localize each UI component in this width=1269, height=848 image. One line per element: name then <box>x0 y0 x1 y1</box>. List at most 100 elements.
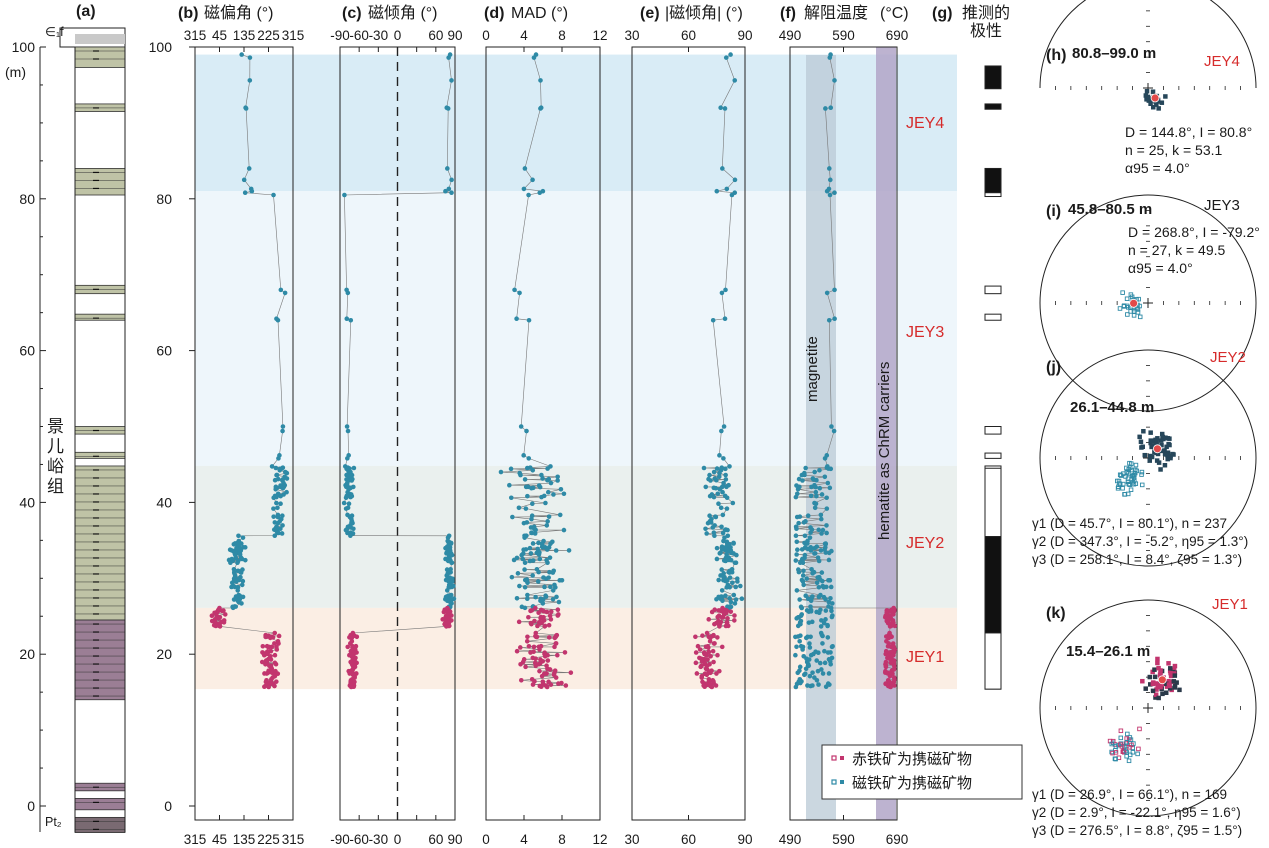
mad-point <box>557 512 563 518</box>
unblocking-temp-point <box>800 573 806 578</box>
abs-inclination-point <box>712 533 717 539</box>
stereonet-k-point <box>1152 674 1158 680</box>
abs-inclination-point <box>719 524 724 530</box>
mad-point <box>522 535 527 540</box>
stereonet-h-mean <box>1150 93 1160 103</box>
mad-point <box>522 567 527 572</box>
stereonet-i-site: JEY3 <box>1204 197 1240 214</box>
mad-point <box>533 656 538 662</box>
inclination-point <box>444 588 450 593</box>
abs-inclination-point <box>716 474 722 480</box>
polarity-column <box>984 65 1002 690</box>
unblocking-temp-point <box>824 188 830 194</box>
declination-point <box>230 605 236 611</box>
mad-point <box>529 621 534 627</box>
unblocking-temp-point <box>797 597 802 602</box>
abs-inclination-point <box>711 659 716 665</box>
stereonet-k-point <box>1166 661 1171 666</box>
unblocking-temp-point <box>883 664 889 670</box>
lithology-bed <box>74 46 126 68</box>
mad-point <box>542 624 548 629</box>
mad-point <box>533 605 538 611</box>
panel-c-top-tick-label: -30 <box>369 28 389 43</box>
inclination-point <box>351 526 356 532</box>
inclination-point <box>345 290 351 296</box>
abs-inclination-point <box>701 465 707 471</box>
declination-point <box>271 514 276 519</box>
panel-c-bottom-tick-label: 60 <box>428 832 443 847</box>
stereonet-k-point <box>1172 685 1178 690</box>
panel-g-title-line2: 极性 <box>970 22 1002 40</box>
unblocking-temp-point <box>805 541 810 546</box>
declination-point <box>260 643 266 649</box>
declination-point <box>243 106 249 111</box>
mad-point <box>535 579 541 584</box>
stereonet-j-open-point <box>1124 465 1129 471</box>
unblocking-temp-point <box>795 623 801 629</box>
inclination-point <box>443 188 448 194</box>
stereonet-h-point <box>1159 100 1165 105</box>
abs-inclination-point <box>714 466 720 471</box>
declination-point <box>229 584 234 590</box>
lithology-bed <box>74 313 126 321</box>
unblocking-temp-point <box>807 535 813 540</box>
stereonet-i-lower-arc <box>1039 302 1257 412</box>
stereonet-k-open-point <box>1137 726 1142 732</box>
declination-point <box>272 630 278 636</box>
mad-point <box>517 645 523 650</box>
mad-point <box>510 514 515 520</box>
panel-f-bottom-tick-label: 590 <box>832 832 855 847</box>
abs-inclination-point <box>711 469 717 475</box>
mad-point <box>532 531 538 536</box>
unblocking-temp-point <box>826 671 832 676</box>
mad-point <box>548 609 554 614</box>
mad-point <box>525 634 530 640</box>
unblocking-temp-point <box>803 666 809 672</box>
unblocking-temp-point <box>793 558 799 563</box>
stereonet-i-range: 45.8–80.5 m <box>1068 201 1152 218</box>
stereonet-k-site: JEY1 <box>1212 596 1248 613</box>
unblocking-temp-point <box>812 551 817 556</box>
polarity-bar-normal <box>984 536 1002 634</box>
declination-point <box>262 684 267 689</box>
mad-point <box>514 595 520 601</box>
mad-point <box>527 558 533 564</box>
panel-e-bottom-tick-label: 90 <box>737 832 752 847</box>
mad-point <box>522 584 528 590</box>
mad-point <box>525 580 530 586</box>
unblocking-temp-point <box>827 485 833 491</box>
panel-c-top-tick-label: -90 <box>330 28 350 43</box>
declination-point <box>271 192 276 198</box>
lithology-bed <box>74 451 126 459</box>
abs-inclination-point <box>694 671 700 676</box>
declination-point <box>268 657 274 662</box>
mad-point <box>526 456 532 461</box>
zone-label-jey2: JEY2 <box>906 535 944 552</box>
panel-c-bottom-tick-label: -90 <box>330 832 350 847</box>
unblocking-temp-point <box>818 548 824 553</box>
mad-point <box>498 469 504 475</box>
stereonet-j-label: (j) <box>1046 359 1061 376</box>
stereonet-i-point <box>1136 296 1141 302</box>
stereonet-j-circle <box>1039 349 1257 567</box>
stereonet-j-open-point <box>1139 469 1145 475</box>
declination-point <box>221 620 227 625</box>
mad-point <box>530 573 535 578</box>
declination-point <box>216 616 221 621</box>
abs-inclination-point <box>728 599 734 605</box>
unblocking-temp-point <box>832 287 837 293</box>
abs-inclination-point <box>708 478 713 483</box>
stereonet-h-point <box>1144 88 1150 94</box>
magnetite-band <box>806 55 836 820</box>
depth-unit-label: (m) <box>5 64 26 80</box>
declination-point <box>274 647 280 652</box>
abs-inclination-point <box>723 623 729 629</box>
mad-point <box>538 616 543 621</box>
abs-inclination-point <box>719 567 725 572</box>
declination-point <box>280 485 286 491</box>
declination-point <box>236 533 241 539</box>
legend-box <box>821 744 1023 800</box>
stereonet-k-open-point <box>1128 737 1134 742</box>
unblocking-temp-point <box>832 78 837 83</box>
panel-f-bottom-tick-label: 690 <box>886 832 909 847</box>
